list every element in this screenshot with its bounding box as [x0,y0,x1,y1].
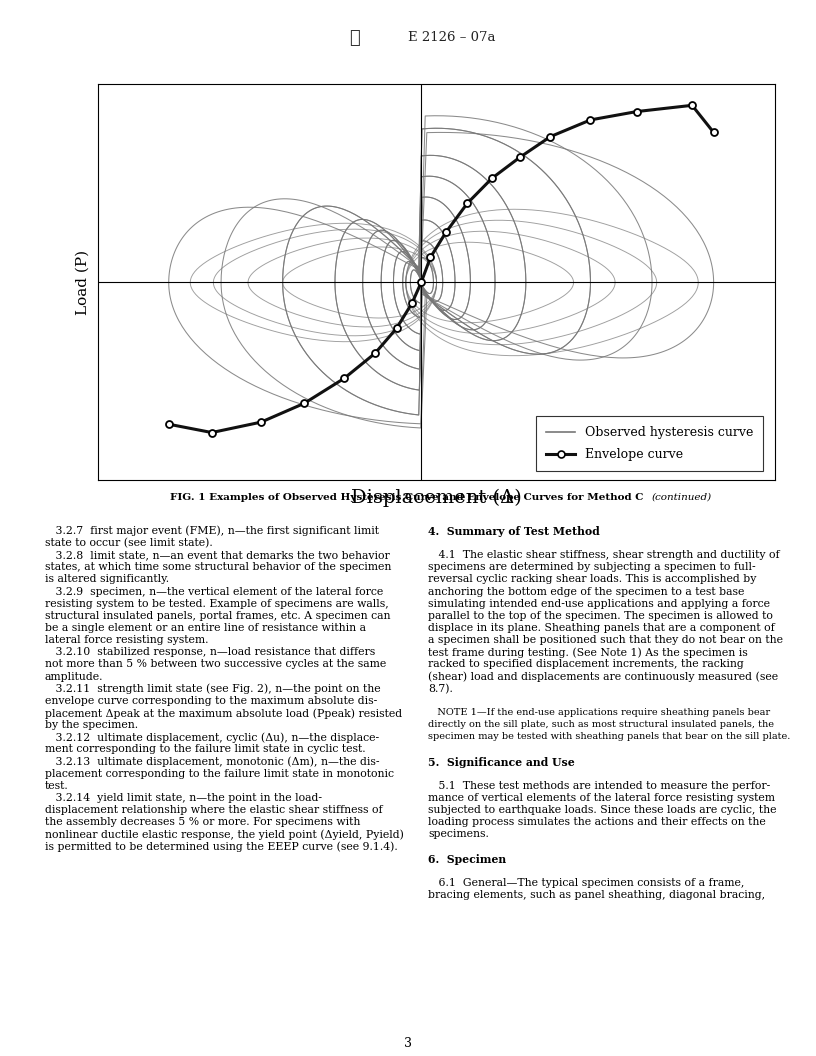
Text: directly on the sill plate, such as most structural insulated panels, the: directly on the sill plate, such as most… [428,720,774,730]
Text: E 2126 – 07a: E 2126 – 07a [408,32,495,44]
Text: Ⓜ: Ⓜ [349,29,361,46]
Text: ment corresponding to the failure limit state in cyclic test.: ment corresponding to the failure limit … [45,744,366,754]
Text: 3.2.10  stabilized response, n—load resistance that differs: 3.2.10 stabilized response, n—load resis… [45,647,375,657]
Text: 4.1  The elastic shear stiffness, shear strength and ductility of: 4.1 The elastic shear stiffness, shear s… [428,550,780,560]
Text: is altered significantly.: is altered significantly. [45,574,169,584]
Text: 3.2.8  limit state, n—an event that demarks the two behavior: 3.2.8 limit state, n—an event that demar… [45,550,389,560]
Text: specimens.: specimens. [428,830,490,840]
Text: is permitted to be determined using the EEEP curve (see 9.1.4).: is permitted to be determined using the … [45,842,397,852]
X-axis label: Displacement (Δ): Displacement (Δ) [351,489,522,507]
Text: 4.  Summary of Test Method: 4. Summary of Test Method [428,526,600,536]
Text: racked to specified displacement increments, the racking: racked to specified displacement increme… [428,659,744,670]
Text: state to occur (see limit state).: state to occur (see limit state). [45,539,213,548]
Text: 5.  Significance and Use: 5. Significance and Use [428,757,575,768]
Text: resisting system to be tested. Example of specimens are walls,: resisting system to be tested. Example o… [45,599,388,608]
Text: (continued): (continued) [652,493,712,502]
Text: not more than 5 % between two successive cycles at the same: not more than 5 % between two successive… [45,659,386,670]
Text: nonlinear ductile elastic response, the yield point (Δyield, Pyield): nonlinear ductile elastic response, the … [45,830,404,841]
Text: 3.2.12  ultimate displacement, cyclic (Δu), n—the displace-: 3.2.12 ultimate displacement, cyclic (Δu… [45,733,379,743]
Y-axis label: Load (P): Load (P) [76,250,90,315]
Text: displacement relationship where the elastic shear stiffness of: displacement relationship where the elas… [45,806,383,815]
Text: specimens are determined by subjecting a specimen to full-: specimens are determined by subjecting a… [428,562,756,572]
Text: structural insulated panels, portal frames, etc. A specimen can: structural insulated panels, portal fram… [45,610,390,621]
Text: 3.2.14  yield limit state, n—the point in the load-: 3.2.14 yield limit state, n—the point in… [45,793,322,803]
Text: placement corresponding to the failure limit state in monotonic: placement corresponding to the failure l… [45,769,394,778]
Text: mance of vertical elements of the lateral force resisting system: mance of vertical elements of the latera… [428,793,775,803]
Text: NOTE 1—If the end-use applications require sheathing panels bear: NOTE 1—If the end-use applications requi… [428,709,770,717]
Text: displace in its plane. Sheathing panels that are a component of: displace in its plane. Sheathing panels … [428,623,775,633]
Text: a specimen shall be positioned such that they do not bear on the: a specimen shall be positioned such that… [428,636,783,645]
Text: 3.2.9  specimen, n—the vertical element of the lateral force: 3.2.9 specimen, n—the vertical element o… [45,587,384,597]
Text: states, at which time some structural behavior of the specimen: states, at which time some structural be… [45,562,391,572]
Text: placement Δpeak at the maximum absolute load (Ppeak) resisted: placement Δpeak at the maximum absolute … [45,709,402,719]
Text: 3: 3 [404,1037,412,1050]
Text: lateral force resisting system.: lateral force resisting system. [45,636,208,645]
Text: FIG. 1 Examples of Observed Hysteresis Curve and Envelope Curves for Method C: FIG. 1 Examples of Observed Hysteresis C… [170,493,646,502]
Text: be a single element or an entire line of resistance within a: be a single element or an entire line of… [45,623,366,633]
Text: 3.2.7  first major event (FME), n—the first significant limit: 3.2.7 first major event (FME), n—the fir… [45,526,379,536]
Text: bracing elements, such as panel sheathing, diagonal bracing,: bracing elements, such as panel sheathin… [428,890,765,900]
Text: 3.2.13  ultimate displacement, monotonic (Δm), n—the dis-: 3.2.13 ultimate displacement, monotonic … [45,757,379,768]
Text: envelope curve corresponding to the maximum absolute dis-: envelope curve corresponding to the maxi… [45,696,377,705]
Text: loading process simulates the actions and their effects on the: loading process simulates the actions an… [428,817,766,827]
Text: 3.2.11  strength limit state (see Fig. 2), n—the point on the: 3.2.11 strength limit state (see Fig. 2)… [45,684,380,695]
Text: (shear) load and displacements are continuously measured (see: (shear) load and displacements are conti… [428,672,778,682]
Text: 6.1  General—The typical specimen consists of a frame,: 6.1 General—The typical specimen consist… [428,879,745,888]
Text: parallel to the top of the specimen. The specimen is allowed to: parallel to the top of the specimen. The… [428,610,774,621]
Text: simulating intended end-use applications and applying a force: simulating intended end-use applications… [428,599,770,608]
Text: test.: test. [45,781,69,791]
Text: test frame during testing. (See Note 1) As the specimen is: test frame during testing. (See Note 1) … [428,647,748,658]
Text: 8.7).: 8.7). [428,684,453,694]
Text: anchoring the bottom edge of the specimen to a test base: anchoring the bottom edge of the specime… [428,587,745,597]
Text: subjected to earthquake loads. Since these loads are cyclic, the: subjected to earthquake loads. Since the… [428,806,777,815]
Text: reversal cyclic racking shear loads. This is accomplished by: reversal cyclic racking shear loads. Thi… [428,574,756,584]
Text: amplitude.: amplitude. [45,672,104,681]
Text: by the specimen.: by the specimen. [45,720,138,730]
Text: specimen may be tested with sheathing panels that bear on the sill plate.: specimen may be tested with sheathing pa… [428,733,791,741]
Text: 5.1  These test methods are intended to measure the perfor-: 5.1 These test methods are intended to m… [428,781,770,791]
Legend: Observed hysteresis curve, Envelope curve: Observed hysteresis curve, Envelope curv… [536,416,762,471]
Text: the assembly decreases 5 % or more. For specimens with: the assembly decreases 5 % or more. For … [45,817,360,827]
Text: 6.  Specimen: 6. Specimen [428,854,507,865]
